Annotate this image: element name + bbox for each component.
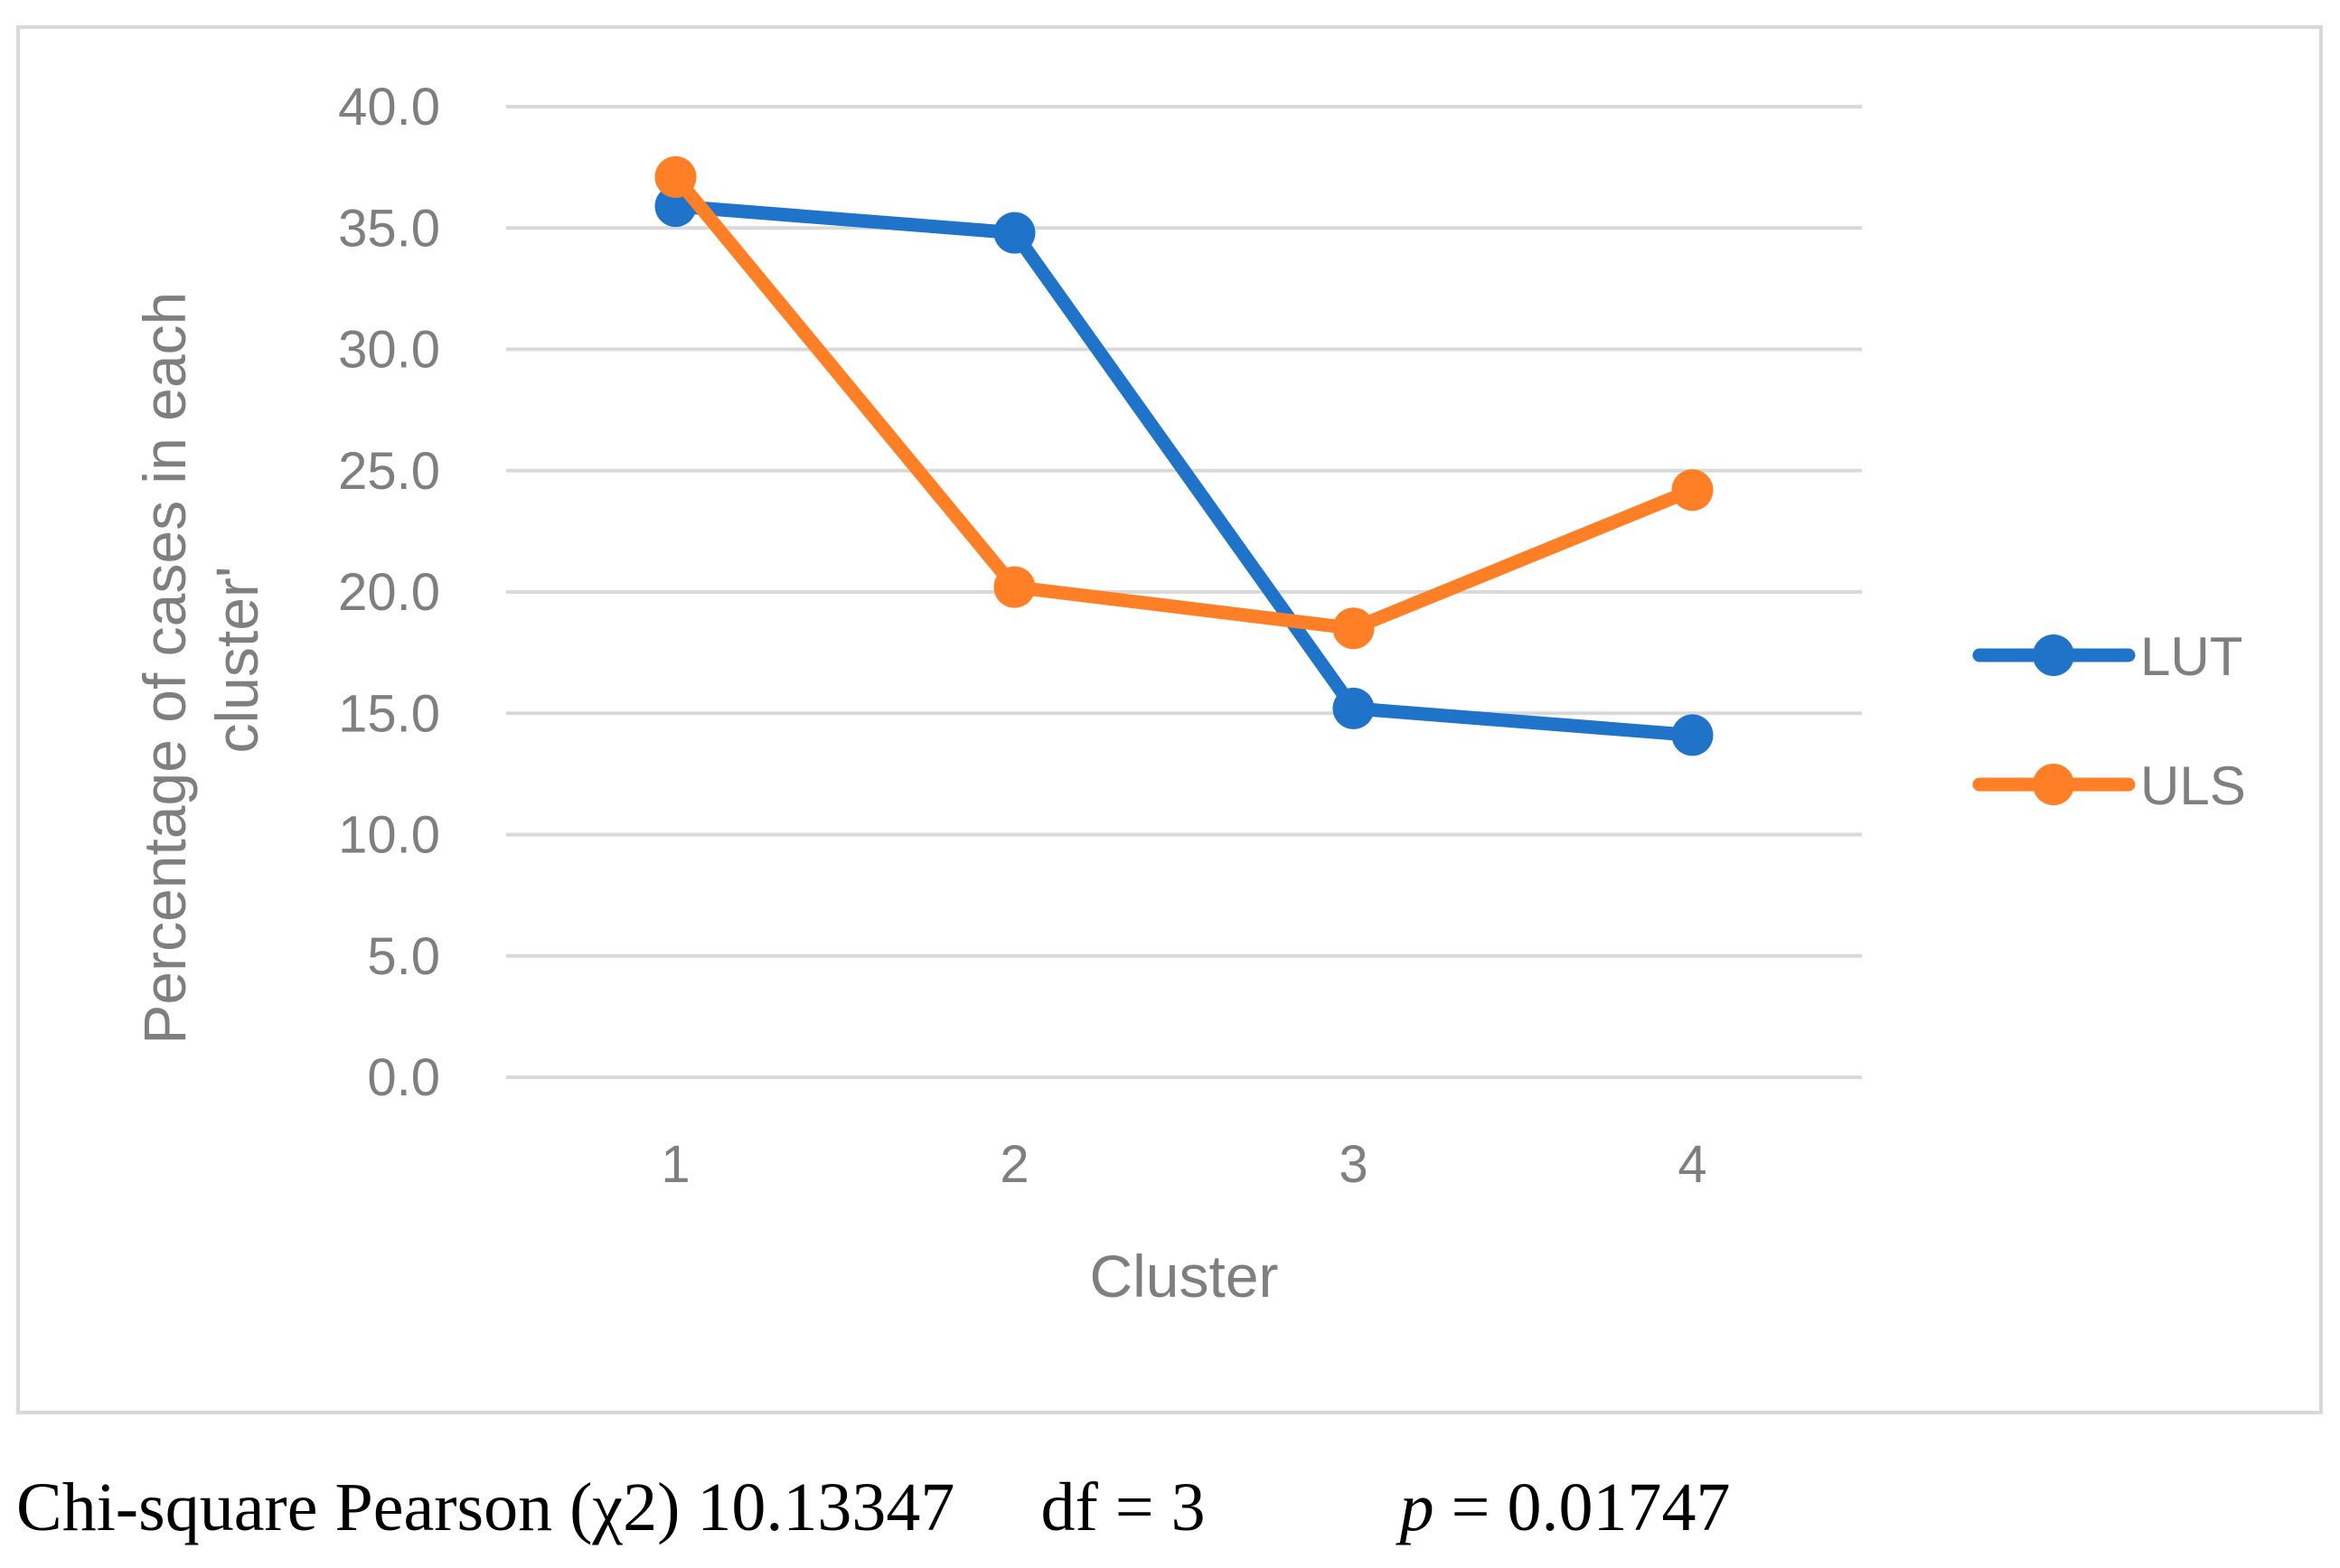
y-tick-label: 30.0	[338, 321, 440, 380]
x-tick-label: 3	[1339, 1135, 1367, 1194]
data-point-lut	[1671, 714, 1714, 756]
y-tick-label: 0.0	[367, 1048, 440, 1107]
legend-label: ULS	[2140, 756, 2246, 816]
chi-square-stat: Chi-square Pearson (χ2) 10.13347	[16, 1469, 955, 1545]
x-tick-label: 2	[1000, 1135, 1029, 1194]
data-point-lut	[993, 211, 1036, 254]
x-tick-label: 1	[661, 1135, 690, 1194]
data-point-uls	[654, 155, 697, 198]
data-point-uls	[1671, 469, 1714, 512]
p-value: = 0.01747	[1451, 1469, 1731, 1545]
y-axis-title-line2: cluster'	[203, 567, 270, 754]
legend-item-lut: LUT	[1972, 626, 2242, 687]
data-point-uls	[993, 566, 1036, 608]
y-tick-label: 20.0	[338, 563, 440, 622]
y-tick-label: 10.0	[338, 806, 440, 865]
p-symbol: p	[1399, 1469, 1434, 1545]
legend-label: LUT	[2140, 626, 2242, 687]
y-tick-label: 5.0	[367, 927, 440, 986]
degrees-of-freedom: df = 3	[1040, 1469, 1206, 1545]
y-axis-title: Percentage of cases in each cluster'	[131, 275, 270, 1044]
x-tick-labels: 1 2 3 4	[661, 1135, 1706, 1194]
series-lines	[654, 155, 1714, 756]
y-tick-labels: 0.0 5.0 10.0 15.0 20.0 25.0 30.0 35.0 40.0	[338, 78, 440, 1107]
y-axis-title-line1: Percentage of cases in each	[131, 292, 198, 1045]
y-tick-label: 35.0	[338, 199, 440, 258]
y-tick-label: 25.0	[338, 442, 440, 501]
data-point-lut	[1332, 687, 1375, 729]
y-tick-label: 40.0	[338, 78, 440, 136]
x-axis-title: Cluster	[1089, 1243, 1278, 1310]
chart-frame	[16, 25, 2323, 1414]
data-point-uls	[1332, 607, 1375, 650]
series-line-lut	[669, 199, 1699, 742]
y-tick-label: 15.0	[338, 684, 440, 743]
legend: LUT ULS	[1972, 626, 2246, 816]
x-tick-label: 4	[1677, 1135, 1706, 1194]
legend-item-uls: ULS	[1972, 756, 2246, 816]
legend-swatch-marker	[2033, 634, 2074, 676]
series-line-uls	[669, 170, 1699, 635]
legend-swatch-marker	[2033, 764, 2074, 805]
